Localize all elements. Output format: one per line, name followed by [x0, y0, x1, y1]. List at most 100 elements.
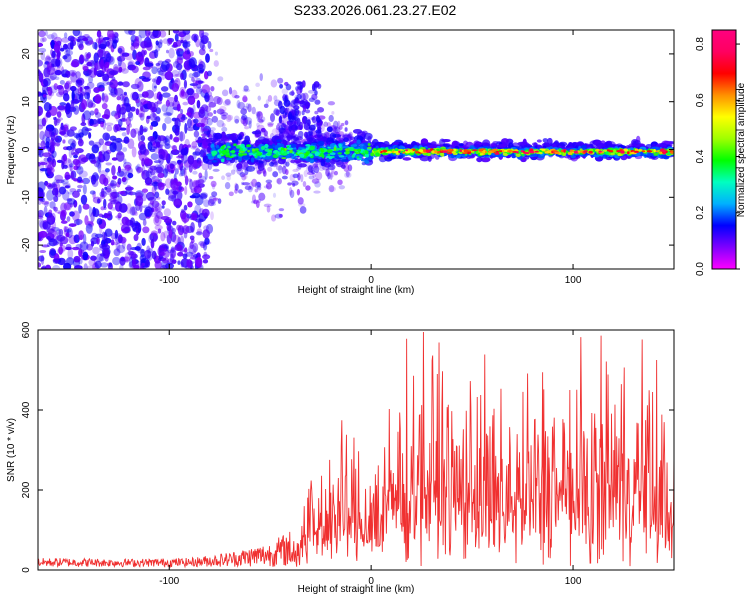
spectrogram-cell [300, 149, 306, 153]
spectrogram-cell [198, 175, 207, 184]
spectrogram-cell [118, 118, 123, 127]
spectrogram-cell [212, 168, 220, 172]
spectrogram-cell [67, 159, 71, 164]
spectrogram-cell [65, 80, 73, 85]
spectrogram-cell [63, 32, 68, 39]
spectrogram-cell [73, 255, 81, 263]
spectrogram-cell [114, 110, 120, 116]
spectrogram-cell [90, 211, 95, 223]
spectrogram-cell [103, 198, 107, 209]
spectrogram-cell [92, 208, 100, 218]
spectrogram-cell [40, 266, 47, 269]
spectrogram-cell [72, 147, 77, 151]
spectrogram-cell [467, 149, 471, 152]
spectrogram-cell [265, 99, 270, 105]
spectrogram-cell [199, 193, 208, 200]
spectrogram-cell [46, 164, 53, 176]
spectrogram-cell [64, 82, 70, 90]
spectrogram-cell [192, 93, 200, 99]
spectrogram-cell [242, 88, 251, 93]
spectrogram-cell [349, 147, 354, 152]
spectrogram-cell [275, 165, 283, 171]
spectrogram-cell [56, 117, 64, 121]
spectrogram-cell [539, 148, 545, 151]
spectrogram-cell [662, 149, 666, 152]
spectrogram-cell [66, 129, 75, 137]
spectrogram-cell [397, 150, 401, 153]
spectrogram-cell [579, 148, 583, 151]
spectrogram-cell [418, 149, 424, 153]
spectrogram-cell [167, 195, 177, 202]
spectrogram-cell [320, 158, 326, 167]
spectrogram-cell [356, 157, 362, 161]
spectrogram-cell [305, 144, 311, 147]
spectrogram-cell [320, 152, 324, 156]
spectrogram-cell [118, 168, 128, 178]
spectrogram-cell [320, 148, 325, 153]
spectrogram-cell [334, 128, 339, 135]
spectrogram-cell [174, 33, 179, 42]
spectrogram-cell [52, 231, 59, 241]
spectrogram-cell [583, 150, 588, 153]
spectrogram-cell [171, 259, 177, 264]
spectrogram-cell [113, 248, 121, 257]
spectrogram-cell [180, 165, 186, 175]
spectrogram-cell [483, 149, 486, 154]
spectrogram-cell [97, 162, 102, 173]
spectrogram-cell [192, 79, 198, 89]
spectrogram-cell [292, 99, 297, 104]
spectrogram-cell [398, 145, 404, 150]
spectrogram-y-tick-label: 20 [21, 48, 32, 60]
spectrogram-cell [97, 48, 104, 58]
spectrogram-cell [124, 52, 134, 61]
spectrogram-cell [191, 141, 198, 149]
spectrogram-cell [123, 136, 130, 144]
spectrogram-cell [117, 81, 124, 86]
spectrogram-cell [326, 126, 333, 133]
spectrogram-cell [310, 166, 314, 174]
spectrogram-cell [277, 158, 286, 165]
spectrogram-cell [88, 206, 93, 218]
spectrogram-cell [104, 254, 109, 262]
spectrogram-cell [92, 246, 100, 255]
spectrogram-cell [370, 152, 375, 157]
spectrogram-cell [213, 132, 223, 140]
spectrogram-cell [99, 173, 107, 185]
spectrogram-cell [174, 48, 184, 52]
spectrogram-cell [38, 181, 46, 192]
spectrogram-cell [216, 141, 222, 146]
spectrogram-cell [145, 30, 151, 38]
spectrogram-cell [58, 186, 67, 195]
spectrogram-cell [169, 247, 177, 259]
spectrogram-cell [436, 150, 440, 154]
colorbar-label: Normalized spectral amplitude [736, 82, 747, 217]
spectrogram-cell [75, 71, 81, 79]
spectrogram-cell [608, 151, 611, 156]
spectrogram-cell [224, 98, 231, 106]
spectrogram-cell [151, 66, 158, 75]
spectrogram-cell [81, 177, 91, 185]
spectrogram-cell [63, 226, 67, 233]
spectrogram-cell [70, 101, 75, 112]
spectrogram-cell [307, 171, 315, 176]
spectrogram-cell [314, 181, 321, 188]
spectrogram-cell [73, 234, 80, 243]
spectrogram-cell [83, 85, 90, 90]
spectrogram-cell [154, 49, 159, 59]
spectrogram-cell [480, 157, 491, 163]
spectrogram-cell [133, 234, 139, 242]
spectrogram-cell [62, 189, 70, 201]
spectrogram-cell [54, 135, 62, 143]
spectrogram-cell [193, 130, 200, 138]
spectrogram-cell [325, 158, 331, 163]
spectrogram-cell [47, 154, 55, 165]
spectrogram-cell [78, 95, 83, 101]
spectrogram-cell [114, 141, 123, 152]
spectrogram-x-tick-label: -100 [159, 275, 179, 286]
spectrogram-cell [301, 80, 306, 88]
spectrogram-cell [160, 265, 168, 269]
spectrogram-cell [163, 230, 168, 239]
spectrogram-cell [522, 150, 526, 154]
spectrogram-cell [70, 72, 78, 83]
